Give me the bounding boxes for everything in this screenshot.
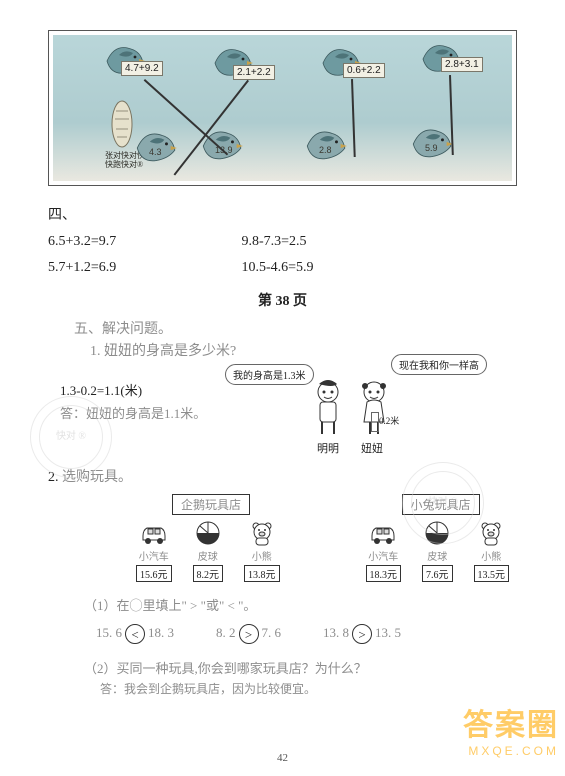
toy-icon [471, 519, 511, 547]
toy-price: 7.6元 [422, 565, 453, 582]
kid-left-icon [309, 380, 347, 436]
toy-label: 小汽车 [134, 548, 174, 563]
comparison: 15. 6<18. 3 [96, 624, 174, 644]
toy-price: 13.5元 [474, 565, 510, 582]
cmp-left: 13. 8 [323, 625, 349, 640]
cmp-right: 13. 5 [375, 625, 401, 640]
comparison: 13. 8>13. 5 [323, 624, 401, 644]
toy-label: 小熊 [471, 548, 511, 563]
q5-heading: 五、解决问题。 [74, 318, 517, 338]
equation: 6.5+3.2=9.7 [48, 234, 238, 250]
toy-item: 小熊 13.8元 [242, 519, 282, 583]
shops-row: 企鹅玩具店小汽车15.6元皮球8.2元小熊13.8元小兔玩具店小汽车18.3元皮… [128, 494, 517, 583]
toy-icon [417, 519, 457, 547]
toy-item: 小熊 13.5元 [471, 519, 511, 583]
shop-name: 小兔玩具店 [402, 494, 480, 515]
toy-item: 小汽车 18.3元 [363, 519, 403, 583]
page-38-title: 第 38 页 [48, 290, 517, 310]
equation-row: 6.5+3.2=9.7 9.8-7.3=2.5 [48, 234, 517, 250]
comparison-circle[interactable]: < [125, 624, 145, 644]
toy-item: 皮球 8.2元 [188, 519, 228, 583]
cmp-right: 7. 6 [262, 625, 282, 640]
shop-name: 企鹅玩具店 [172, 494, 250, 515]
page-number: 42 [0, 752, 565, 764]
q1-number: 1. [90, 344, 104, 359]
kid-left-name: 明明 [317, 440, 339, 456]
bottom-bird-value: 2.8 [319, 145, 332, 155]
toy-item: 小汽车 15.6元 [134, 519, 174, 583]
marker-value: 0.2米 [379, 416, 399, 426]
matching-diagram: 张对快对快对 快跑快对® 4.7+9.22.1+2.20.6+2.22.8+3.… [53, 35, 512, 181]
matching-diagram-frame: 张对快对快对 快跑快对® 4.7+9.22.1+2.20.6+2.22.8+3.… [48, 30, 517, 186]
section-4-heading: 四、 [48, 204, 517, 224]
speech-bubble-right: 现在我和你一样高 [391, 354, 487, 375]
toy-icon [242, 519, 282, 547]
toy-price: 18.3元 [366, 565, 402, 582]
toy-item: 皮球 7.6元 [417, 519, 457, 583]
speech-bubble-left: 我的身高是1.3米 [225, 364, 314, 385]
equation: 10.5-4.6=5.9 [242, 260, 432, 276]
expression-tag: 2.1+2.2 [233, 65, 275, 80]
toy-icon [363, 519, 403, 547]
cmp-right: 18. 3 [148, 625, 174, 640]
equation: 9.8-7.3=2.5 [242, 234, 432, 250]
q2-question: 选购玩具。 [62, 470, 132, 485]
comparison: 8. 2>7. 6 [216, 624, 281, 644]
toy-icon [188, 519, 228, 547]
q2-answer: 答：我会到企鹅玩具店，因为比较便宜。 [100, 680, 517, 697]
comparison-circle[interactable]: > [239, 624, 259, 644]
q1-question: 妞妞的身高是多少米? [104, 344, 236, 359]
height-marker: 0.2米 [371, 412, 399, 432]
expression-tag: 2.8+3.1 [441, 57, 483, 72]
toys-row: 小汽车 15.6元 皮球 8.2元 小熊 13.8元 [128, 519, 288, 583]
q1-answer: 答：妞妞的身高是1.1米。 [60, 403, 206, 422]
match-line [351, 79, 356, 157]
cmp-left: 15. 6 [96, 625, 122, 640]
toy-price: 15.6元 [136, 565, 172, 582]
bottom-bird-value: 4.3 [149, 147, 162, 157]
toy-label: 皮球 [417, 548, 457, 563]
expression-tag: 4.7+9.2 [121, 61, 163, 76]
equation: 5.7+1.2=6.9 [48, 260, 238, 276]
comparison-row: 15. 6<18. 38. 2>7. 613. 8>13. 5 [96, 624, 517, 644]
shop-column: 小兔玩具店小汽车 18.3元皮球 7.6元 小熊 13.5元 [358, 494, 518, 583]
toy-label: 皮球 [188, 548, 228, 563]
shop-column: 企鹅玩具店小汽车 15.6元 皮球 8.2元 小熊 13.8元 [128, 494, 288, 583]
bottom-bird-value: 5.9 [425, 143, 438, 153]
kid-right-name: 妞妞 [361, 440, 383, 456]
toy-price: 8.2元 [193, 565, 224, 582]
toy-icon [134, 519, 174, 547]
cmp-left: 8. 2 [216, 625, 236, 640]
toy-label: 小汽车 [363, 548, 403, 563]
equation-row: 5.7+1.2=6.9 10.5-4.6=5.9 [48, 260, 517, 276]
q1-equation: 1.3-0.2=1.1(米) [60, 380, 206, 399]
q2-number: 2. [48, 470, 62, 485]
expression-tag: 0.6+2.2 [343, 63, 385, 78]
toys-row: 小汽车 18.3元皮球 7.6元 小熊 13.5元 [358, 519, 518, 583]
kids-illustration: 我的身高是1.3米 现在我和你一样高 明明 妞妞 0.2米 [263, 346, 513, 456]
toy-price: 13.8元 [244, 565, 280, 582]
toy-label: 小熊 [242, 548, 282, 563]
marker-box-icon [371, 412, 379, 432]
q2-sub2: （2）买同一种玩具,你会到哪家玩具店？为什么？ [84, 658, 517, 677]
comparison-circle[interactable]: > [352, 624, 372, 644]
q2-text: 2. 选购玩具。 [48, 466, 517, 486]
q2-sub1: （1）在◯里填上" > "或" < "。 [84, 595, 517, 614]
